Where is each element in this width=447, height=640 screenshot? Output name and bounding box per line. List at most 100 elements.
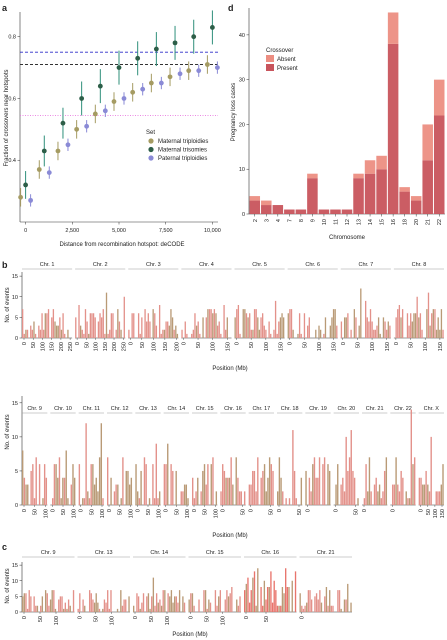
panel-b-row1-bar (208, 309, 211, 338)
panel-b-row2-bar (203, 464, 206, 505)
panel-a-y-label: Fraction of crossovers near hotspots (4, 69, 10, 166)
panel-b-row2-x-tick-label: 0 (135, 509, 141, 512)
panel-b-row1-x-tick-label: 100 (40, 342, 46, 351)
panel-b-row2-bar (52, 498, 54, 505)
panel-a-legend-marker (148, 146, 154, 153)
panel-c-bar (309, 590, 311, 612)
panel-b-row1-bar (345, 317, 347, 338)
panel-b-row1-bar (253, 309, 256, 338)
panel-b-row1-bar (292, 329, 294, 338)
panel-d-x-tick-label: 8 (299, 219, 305, 222)
panel-b-row2-x-tick-label: 50 (203, 509, 209, 515)
panel-c-bar (248, 602, 251, 612)
panel-d-x-tick-label: 4 (276, 219, 282, 222)
panel-b-row1-bar (100, 317, 103, 338)
panel-b-row2-bar (377, 491, 379, 505)
panel-b-row1-bar (244, 309, 246, 338)
panel-c-bar (345, 599, 347, 612)
panel-b-row2-x-tick-label: 50 (146, 509, 152, 515)
panel-b-row1-bar (435, 329, 438, 338)
panel-b-row2-bar (368, 457, 371, 505)
panel-c-bar (44, 590, 47, 612)
panel-a-point (177, 71, 183, 77)
panel-b-row2-bar (317, 477, 319, 505)
panel-a-point (172, 40, 178, 46)
panel-c-bar (208, 599, 210, 612)
panel-c-bar (244, 590, 246, 612)
panel-c-bar (270, 571, 272, 612)
panel-c-bar (330, 605, 333, 612)
panel-c-bar (319, 590, 321, 612)
panel-c-bar (182, 596, 184, 612)
panel-c-bar (92, 599, 94, 612)
panel-c-bar (252, 577, 254, 612)
panel-d-bar-present (376, 169, 387, 214)
panel-a-point (196, 68, 202, 74)
panel-d-bars (249, 12, 445, 215)
panel-c-bar (93, 602, 96, 612)
panel-b-row1-bar (115, 329, 117, 338)
panel-b-row2-x-tick-label: 0 (419, 509, 425, 512)
panel-b-row1-bar (84, 309, 87, 338)
panel-b-row2-bar (43, 464, 46, 505)
panel-b-row2-bar (430, 436, 432, 505)
panel-b-row2-x-tick-label: 0 (334, 509, 340, 512)
panel-d-bar-present (387, 43, 399, 215)
panel-d-bar-present (364, 173, 376, 214)
panel-b-row2-bar (348, 457, 351, 505)
panel-d-bar-present (284, 209, 295, 214)
panel-a-point (116, 65, 122, 70)
panel-c-bar (95, 593, 97, 612)
panel-a-legend-title: Set (146, 130, 155, 136)
panel-b-row2-bar (93, 484, 96, 505)
panel-b-row1-bar (155, 325, 158, 338)
panel-b-row1-bar (427, 292, 430, 338)
panel-b-chromosome-histograms: No. of events Position (Mb) No. of event… (5, 262, 446, 539)
panel-b-row1-x-tick-label: 250 (68, 342, 74, 351)
panel-b-row2-bar (135, 464, 137, 505)
panel-d-x-tick-label: 9 (310, 219, 316, 222)
panel-b-row2-bar (223, 470, 226, 505)
panel-b-row2-x-tick-label: 0 (220, 509, 226, 512)
panel-b-row1-x-tick-label: 150 (103, 342, 109, 351)
panel-c-bar (105, 602, 107, 612)
panel-b-row1-bar (242, 309, 244, 338)
panel-c-bar (137, 596, 140, 612)
panel-b-row1-bar (442, 329, 444, 338)
panel-c-x-tick-label: 100 (110, 616, 116, 625)
panel-b-row1-bar (171, 317, 174, 338)
panel-c-bar (72, 590, 75, 612)
panel-c-bar (218, 596, 220, 612)
panel-b-row1-bar (255, 309, 257, 338)
panel-b-row1-bar (237, 305, 240, 338)
panel-b-row2-bar (402, 477, 404, 505)
panel-b-row1-bar (51, 317, 53, 338)
panel-c-x-tick-label: 50 (94, 616, 100, 622)
panel-b-row1-bar (170, 309, 172, 338)
panel-b-row2-bar (165, 464, 167, 505)
panel-b-row2-bar (437, 491, 439, 505)
panel-b-row2-bar (428, 491, 431, 505)
panel-b-row1-bar (181, 329, 183, 338)
panel-c-bar (139, 608, 141, 612)
panel-b-row1-bar (131, 313, 133, 338)
panel-b-row1-bar (268, 321, 270, 338)
panel-c-bar (49, 599, 52, 612)
panel-b-row1-x-tick-label: 0 (75, 342, 81, 345)
panel-b-row2-bar (423, 484, 426, 505)
panel-b-row1-bar (146, 321, 148, 338)
panel-b-row1-x-tick-label: 150 (438, 342, 444, 351)
panel-b-row2-bar (30, 470, 32, 505)
panel-d-bar-present (318, 209, 330, 214)
panel-c-bar (33, 596, 35, 612)
panel-c-bar (206, 608, 208, 612)
panel-c-bar (162, 590, 164, 612)
panel-a-point (158, 80, 164, 86)
panel-c-strip-label: Chr. 13 (95, 550, 113, 556)
panel-b-row2-bar (90, 464, 92, 505)
panel-c-bar (329, 590, 331, 612)
panel-a-legend-label: Maternal triploidies (158, 139, 208, 145)
panel-c-bar (46, 593, 48, 612)
panel-c-bar (154, 605, 156, 612)
panel-b-row1-bar (274, 300, 277, 338)
